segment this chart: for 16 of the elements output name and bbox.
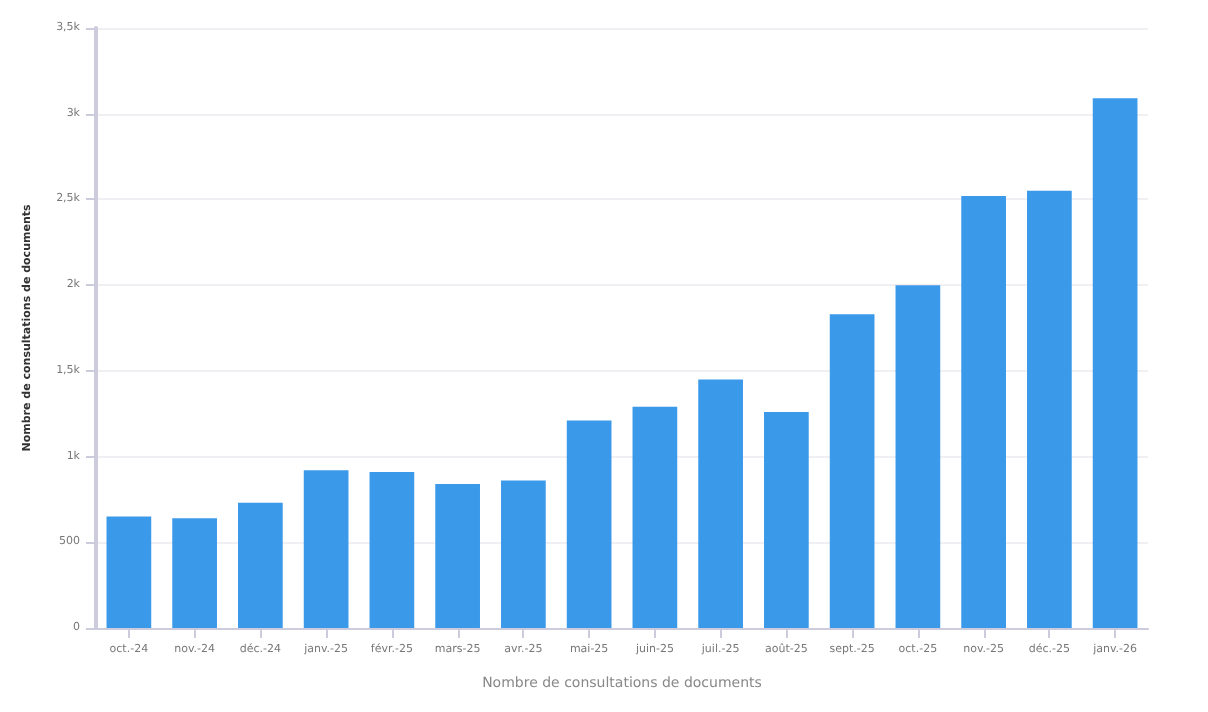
bar [829, 314, 875, 628]
bar [1027, 190, 1072, 628]
bar [961, 196, 1006, 628]
bar [764, 412, 809, 628]
bar [369, 472, 415, 628]
bar [106, 516, 152, 628]
bar [566, 420, 612, 628]
bar [895, 285, 941, 628]
bar [1092, 98, 1138, 628]
bar [698, 379, 743, 628]
bar [435, 484, 480, 628]
bar [238, 502, 283, 628]
bar [172, 518, 217, 628]
bar [632, 406, 678, 628]
bar [501, 480, 546, 628]
bar [303, 470, 349, 628]
